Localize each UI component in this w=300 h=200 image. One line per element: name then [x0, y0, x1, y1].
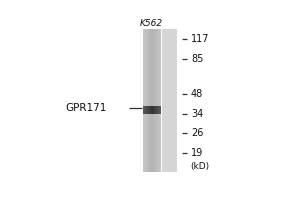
Bar: [150, 106, 151, 114]
Bar: [153, 29, 154, 172]
Bar: [155, 106, 156, 114]
Bar: [152, 106, 153, 114]
Bar: [158, 106, 159, 114]
Bar: [156, 29, 157, 172]
Text: K562: K562: [140, 19, 163, 28]
Bar: [160, 106, 161, 114]
Bar: [151, 106, 152, 114]
Bar: [147, 106, 148, 114]
Bar: [149, 106, 150, 114]
Bar: [156, 29, 157, 172]
Bar: [146, 106, 147, 114]
Bar: [144, 29, 145, 172]
Bar: [159, 29, 160, 172]
Bar: [145, 29, 146, 172]
Bar: [153, 106, 154, 114]
Bar: [153, 106, 154, 114]
Bar: [159, 29, 160, 172]
Text: 48: 48: [191, 89, 203, 99]
Bar: [158, 29, 159, 172]
Bar: [151, 29, 152, 172]
Bar: [150, 29, 151, 172]
Text: (kD): (kD): [190, 162, 209, 171]
Bar: [149, 29, 150, 172]
Bar: [157, 106, 158, 114]
Bar: [158, 29, 159, 172]
Bar: [157, 29, 158, 172]
Bar: [148, 29, 149, 172]
Bar: [143, 106, 144, 114]
Bar: [159, 106, 160, 114]
Bar: [153, 29, 154, 172]
Text: 19: 19: [191, 148, 203, 158]
Bar: [156, 106, 157, 114]
Bar: [152, 29, 153, 172]
Bar: [148, 29, 149, 172]
Bar: [148, 106, 149, 114]
Bar: [154, 106, 155, 114]
Bar: [156, 106, 157, 114]
Bar: [152, 29, 153, 172]
Text: 85: 85: [191, 54, 203, 64]
Bar: [151, 29, 152, 172]
Bar: [149, 29, 150, 172]
Text: 26: 26: [191, 128, 203, 138]
Bar: [155, 106, 156, 114]
Bar: [158, 106, 159, 114]
Text: GPR171: GPR171: [66, 103, 107, 113]
Bar: [155, 29, 156, 172]
Bar: [146, 106, 147, 114]
Bar: [160, 29, 161, 172]
Bar: [149, 106, 150, 114]
Bar: [146, 29, 147, 172]
Bar: [143, 29, 144, 172]
Bar: [154, 29, 155, 172]
Bar: [157, 106, 158, 114]
Bar: [155, 29, 156, 172]
Text: 34: 34: [191, 109, 203, 119]
Text: 117: 117: [191, 34, 209, 44]
Bar: [159, 106, 160, 114]
Bar: [154, 106, 155, 114]
Bar: [148, 106, 149, 114]
Bar: [152, 106, 153, 114]
Bar: [154, 29, 155, 172]
Bar: [162, 29, 177, 172]
Bar: [150, 29, 151, 172]
Bar: [151, 106, 152, 114]
Bar: [147, 29, 148, 172]
Bar: [150, 106, 151, 114]
Bar: [145, 106, 146, 114]
Bar: [157, 29, 158, 172]
Bar: [146, 29, 147, 172]
Bar: [144, 106, 145, 114]
